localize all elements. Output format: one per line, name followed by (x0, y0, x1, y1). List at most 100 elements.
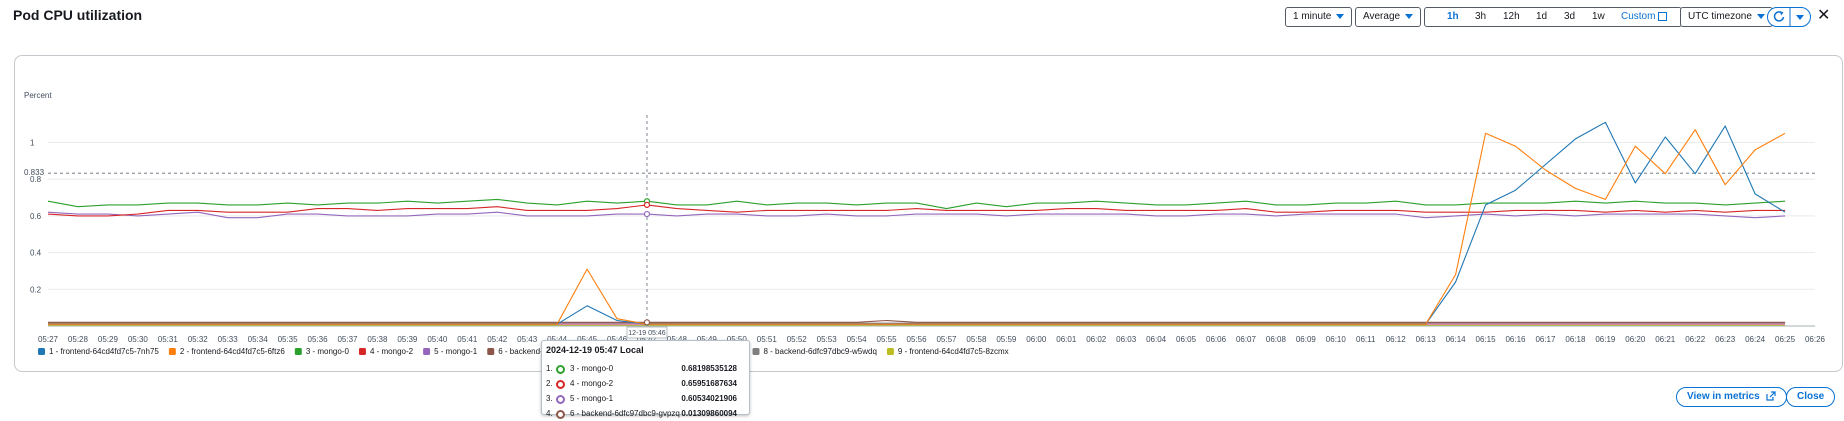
range-1w[interactable]: 1w (1592, 11, 1605, 22)
x-tick-label: 05:34 (248, 335, 269, 344)
x-tick-label: 06:02 (1086, 335, 1107, 344)
range-custom-label: Custom (1621, 11, 1656, 22)
y-tick-label: 0.4 (30, 249, 42, 258)
tooltip-series-marker (556, 410, 565, 419)
x-tick-label: 05:43 (517, 335, 538, 344)
tooltip-series-name: 6 - backend-6dfc97dbc9-gvpzq (570, 409, 680, 418)
tooltip-row: 1. 3 - mongo-0 0.68198535128 (546, 364, 745, 376)
legend-swatch[interactable] (168, 348, 176, 355)
x-tick-label: 05:57 (936, 335, 957, 344)
tooltip-series-name: 3 - mongo-0 (570, 364, 614, 373)
x-tick-label: 06:17 (1535, 335, 1556, 344)
tooltip-series-marker (556, 395, 565, 404)
x-tick-label: 06:13 (1416, 335, 1437, 344)
view-in-metrics-button[interactable]: View in metrics (1676, 387, 1788, 407)
x-tick-label: 05:51 (757, 335, 778, 344)
range-3d[interactable]: 3d (1564, 11, 1576, 22)
chevron-down-icon (1756, 13, 1765, 19)
refresh-options-chevron-icon[interactable] (1796, 15, 1804, 20)
x-tick-label: 05:44 (547, 335, 568, 344)
x-tick-label: 05:48 (667, 335, 688, 344)
chart-panel (14, 55, 1843, 372)
threshold-label: 0.833 (24, 168, 45, 177)
refresh-icon[interactable] (1773, 11, 1785, 22)
range-12h[interactable]: 12h (1503, 11, 1520, 22)
x-tick-label: 06:18 (1565, 335, 1586, 344)
x-tick-label: 06:10 (1326, 335, 1347, 344)
tooltip-header: 2024-12-19 05:47 Local (546, 345, 644, 355)
x-tick-label: 05:46 (607, 335, 628, 344)
x-tick-label: 06:03 (1116, 335, 1137, 344)
range-custom[interactable]: Custom (1621, 8, 1668, 26)
legend-item: 2 - frontend-64cd4fd7c5-6ftz6 (180, 347, 286, 356)
legend-swatch[interactable] (294, 348, 302, 355)
legend-swatch[interactable] (38, 348, 45, 355)
legend-swatch[interactable] (752, 348, 760, 355)
x-tick-label: 06:24 (1745, 335, 1766, 344)
x-tick-label: 05:35 (278, 335, 299, 344)
range-1h[interactable]: 1h (1447, 11, 1459, 22)
legend-swatch[interactable] (886, 348, 894, 355)
legend-swatch[interactable] (487, 348, 495, 355)
x-tick-label: 05:47 (637, 335, 658, 344)
tooltip-series-value: 0.01309860094 (681, 409, 737, 418)
legend-item: 1 - frontend-64cd4fd7c5-7nh75 (49, 347, 159, 356)
tooltip-row: 2. 4 - mongo-2 0.65951687634 (546, 379, 745, 391)
range-1d[interactable]: 1d (1536, 11, 1548, 22)
statistic-select[interactable]: Average (1355, 7, 1422, 27)
x-tick-label: 06:19 (1595, 335, 1616, 344)
x-tick-label: 06:00 (1026, 335, 1047, 344)
calendar-icon (1658, 11, 1668, 21)
y-tick-label: 0.6 (30, 212, 42, 221)
view-in-metrics-label: View in metrics (1687, 391, 1760, 402)
y-tick-label: 0.2 (30, 285, 42, 294)
x-tick-label: 06:20 (1625, 335, 1646, 344)
tooltip-row: 3. 5 - mongo-1 0.60534021906 (546, 394, 745, 406)
y-tick-label: 0.8 (30, 175, 42, 184)
x-tick-label: 06:14 (1446, 335, 1467, 344)
tooltip-series-value: 0.68198535128 (681, 364, 737, 373)
hover-point (643, 201, 651, 209)
x-tick-label: 05:45 (577, 335, 598, 344)
range-3h[interactable]: 3h (1475, 11, 1487, 22)
period-select[interactable]: 1 minute (1285, 7, 1353, 27)
legend-item: 9 - frontend-64cd4fd7c5-8zcmx (898, 347, 1009, 356)
tooltip-row-index: 1. (546, 364, 553, 373)
x-tick-label: 05:38 (367, 335, 388, 344)
tooltip-series-name: 5 - mongo-1 (570, 394, 614, 403)
series-line (48, 121, 1786, 325)
hover-point (643, 210, 651, 218)
legend-swatch[interactable] (358, 348, 366, 355)
tooltip-row-index: 2. (546, 379, 553, 388)
x-tick-label: 06:04 (1146, 335, 1167, 344)
refresh-button-group (1767, 7, 1811, 27)
series-line (48, 319, 1786, 323)
x-tick-label: 05:56 (907, 335, 928, 344)
x-tick-label: 05:36 (308, 335, 329, 344)
tooltip-row-index: 3. (546, 394, 553, 403)
close-button[interactable]: Close (1786, 387, 1836, 407)
close-icon[interactable]: ✕ (1817, 7, 1831, 24)
x-tick-label: 05:58 (966, 335, 987, 344)
y-axis-label: Percent (24, 91, 52, 100)
x-tick-label: 06:26 (1805, 335, 1826, 344)
x-tick-label: 05:32 (188, 335, 209, 344)
x-tick-label: 05:55 (877, 335, 898, 344)
x-tick-label: 05:53 (817, 335, 838, 344)
x-tick-label: 05:50 (727, 335, 748, 344)
legend-item: 3 - mongo-0 (306, 347, 350, 356)
x-tick-label: 06:12 (1386, 335, 1407, 344)
tooltip-row: 4. 6 - backend-6dfc97dbc9-gvpzq 0.01309860… (546, 409, 745, 421)
legend-item: 5 - mongo-1 (434, 347, 478, 356)
y-tick-label: 1 (30, 139, 35, 148)
x-tick-label: 05:54 (847, 335, 868, 344)
x-tick-label: 06:08 (1266, 335, 1287, 344)
legend-swatch[interactable] (423, 348, 431, 355)
x-tick-label: 06:06 (1206, 335, 1227, 344)
tooltip-row-index: 4. (546, 409, 553, 418)
x-tick-label: 06:16 (1505, 335, 1526, 344)
hover-point (643, 319, 651, 326)
legend-item: 4 - mongo-2 (370, 347, 414, 356)
tooltip-series-marker (556, 380, 565, 389)
hover-x-label: 12-19 05:46 (628, 330, 665, 337)
